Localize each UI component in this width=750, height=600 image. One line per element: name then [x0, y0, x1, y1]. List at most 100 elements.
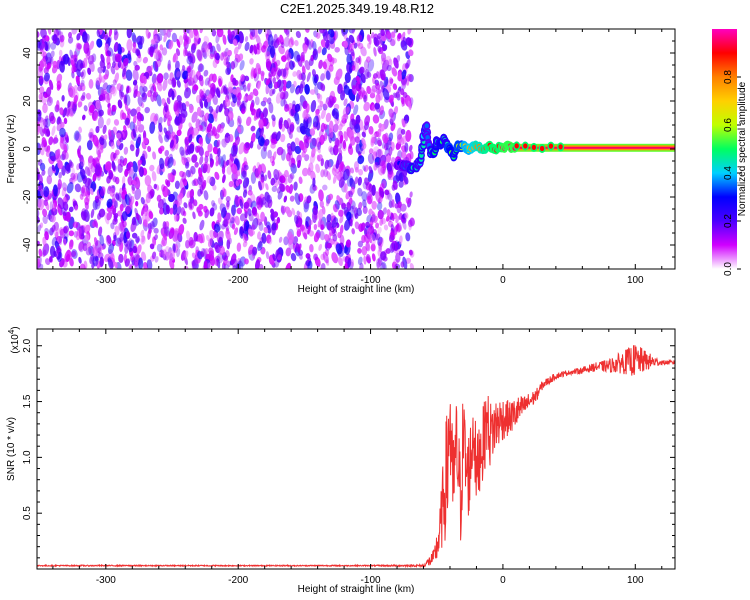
noise-speckle	[176, 38, 181, 48]
noise-speckle	[317, 141, 322, 151]
noise-speckle	[320, 224, 324, 230]
noise-speckle	[243, 220, 250, 232]
noise-speckle	[305, 216, 312, 228]
noise-speckle	[49, 256, 53, 263]
noise-speckle	[409, 150, 414, 160]
noise-speckle	[267, 149, 272, 159]
noise-speckle	[137, 159, 143, 166]
noise-speckle	[247, 244, 254, 256]
noise-speckle	[43, 186, 50, 198]
noise-speckle	[99, 60, 106, 69]
noise-speckle	[45, 35, 50, 42]
noise-speckle	[226, 239, 231, 250]
x-tick-label: 100	[627, 575, 644, 586]
noise-speckle	[58, 171, 62, 179]
noise-speckle	[279, 175, 286, 184]
noise-speckle	[373, 46, 377, 57]
noise-speckle	[320, 122, 326, 133]
noise-speckle	[227, 86, 234, 93]
noise-speckle	[290, 162, 297, 174]
noise-speckle	[188, 29, 194, 39]
y-tick: 20	[22, 95, 675, 107]
noise-speckle	[249, 29, 255, 37]
noise-speckle	[400, 96, 405, 105]
noise-speckle	[63, 238, 67, 246]
noise-speckle	[185, 169, 191, 178]
noise-speckle	[136, 119, 142, 127]
noise-speckle	[357, 155, 365, 165]
noise-speckle	[322, 61, 327, 70]
noise-speckle	[230, 144, 238, 158]
noise-speckle	[295, 242, 301, 253]
noise-speckle	[207, 143, 213, 153]
noise-speckle	[89, 104, 95, 114]
noise-speckle	[241, 224, 247, 232]
noise-speckle	[161, 248, 167, 257]
noise-speckle	[302, 109, 308, 120]
noise-speckle	[342, 168, 350, 181]
noise-speckle	[137, 96, 143, 107]
noise-speckle	[362, 205, 368, 214]
noise-speckle	[254, 96, 260, 106]
noise-speckle	[276, 146, 284, 156]
noise-speckle	[71, 166, 76, 176]
noise-speckle	[145, 29, 150, 40]
noise-speckle	[368, 208, 373, 216]
noise-speckle	[276, 216, 281, 224]
noise-speckle	[85, 247, 92, 256]
noise-speckle	[131, 232, 138, 239]
noise-speckle	[113, 212, 119, 220]
y-tick-label: 2.0	[22, 338, 33, 352]
noise-speckle	[106, 118, 111, 126]
noise-speckle	[96, 29, 101, 38]
noise-speckle	[368, 125, 374, 135]
noise-speckle	[219, 203, 226, 213]
noise-speckle	[211, 29, 217, 37]
noise-speckle	[215, 160, 219, 167]
noise-speckle	[263, 141, 268, 152]
noise-speckle	[266, 194, 272, 204]
noise-speckle	[162, 78, 168, 91]
noise-speckle	[243, 84, 247, 92]
noise-speckle	[66, 211, 71, 223]
noise-speckle	[80, 263, 86, 269]
noise-speckle	[203, 69, 209, 77]
noise-speckle	[405, 37, 412, 46]
noise-speckle	[316, 154, 321, 162]
noise-speckle	[59, 140, 65, 150]
noise-speckle	[51, 125, 56, 136]
noise-speckle	[197, 188, 202, 197]
noise-speckle	[55, 231, 59, 241]
noise-speckle	[43, 125, 50, 137]
noise-speckle	[38, 198, 45, 211]
noise-speckle	[384, 147, 390, 157]
noise-speckle	[387, 192, 393, 202]
noise-speckle	[290, 252, 297, 262]
noise-speckle	[135, 147, 140, 157]
noise-speckle	[203, 118, 208, 128]
noise-speckle	[265, 78, 270, 86]
x-tick: 0	[500, 329, 506, 586]
noise-speckle	[392, 83, 398, 91]
noise-speckle	[319, 100, 324, 108]
noise-speckle	[343, 131, 348, 142]
noise-speckle	[114, 72, 120, 83]
noise-speckle	[350, 259, 354, 267]
noise-speckle	[134, 177, 141, 190]
noise-speckle	[283, 29, 288, 33]
noise-speckle	[290, 141, 296, 152]
noise-speckle	[362, 181, 368, 190]
noise-speckle	[243, 95, 247, 102]
noise-speckle	[364, 115, 371, 126]
noise-speckle	[148, 65, 153, 74]
noise-speckle	[218, 124, 224, 134]
noise-speckle	[283, 36, 291, 47]
noise-speckle	[289, 123, 295, 133]
noise-speckle	[398, 136, 405, 146]
noise-speckle	[326, 160, 332, 170]
noise-speckle	[79, 167, 86, 179]
noise-speckle	[263, 226, 269, 234]
noise-speckle	[267, 170, 272, 180]
noise-speckle	[167, 117, 171, 127]
